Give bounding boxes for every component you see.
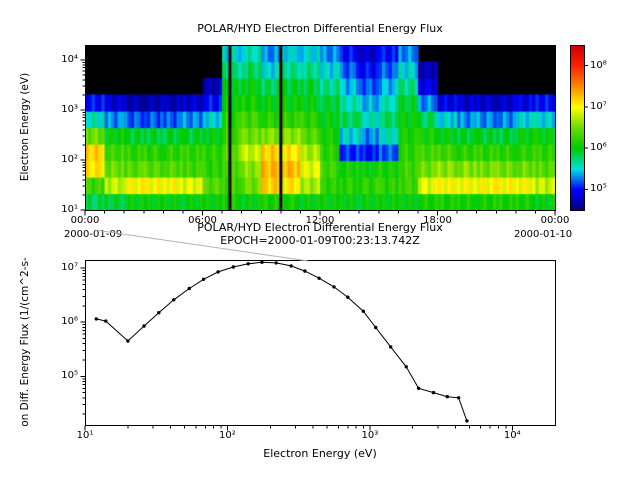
bottom-panel-frame xyxy=(85,260,556,426)
bottom-x-tick-label: 10² xyxy=(219,430,236,441)
spectrum-point-marker xyxy=(361,309,365,313)
bottom-panel-epoch-subtitle: EPOCH=2000-01-09T00:23:13.742Z xyxy=(220,234,420,247)
spectrum-point-marker xyxy=(142,324,146,328)
spectrum-point-marker xyxy=(303,269,307,273)
spectrum-point-marker xyxy=(289,264,293,268)
bottom-panel-title: POLAR/HYD Electron Differential Energy F… xyxy=(197,221,443,234)
colorbar-tick-label: 10⁷ xyxy=(590,100,607,112)
spectrum-point-marker xyxy=(389,345,393,349)
spectrum-point-marker xyxy=(231,265,235,269)
colorbar-tick-label: 10⁵ xyxy=(590,183,607,195)
spectrum-point-marker xyxy=(216,270,220,274)
bottom-y-tick-label: 10⁵ xyxy=(61,370,78,382)
spectrum-point-marker xyxy=(157,311,161,315)
spectrum-point-marker xyxy=(172,298,176,302)
top-y-axis-label: Electron Energy (eV) xyxy=(19,72,31,182)
spectrum-point-marker xyxy=(404,365,408,369)
spectrum-point-marker xyxy=(465,419,469,423)
spectrum-point-marker xyxy=(445,395,449,399)
spectrogram-heatmap xyxy=(85,45,555,210)
spectrum-point-marker xyxy=(431,390,436,395)
bottom-y-tick-label: 10⁷ xyxy=(61,262,78,274)
spectrum-line xyxy=(96,261,468,422)
bottom-x-tick-label: 10¹ xyxy=(76,430,94,441)
top-y-tick-label: 10¹ xyxy=(61,204,78,215)
bottom-y-tick-label: 10⁶ xyxy=(61,316,78,328)
top-panel-title: POLAR/HYD Electron Differential Energy F… xyxy=(197,22,443,35)
bottom-x-tick-label: 10⁴ xyxy=(503,430,521,441)
spectrum-point-marker xyxy=(94,317,99,321)
spectrum-point-marker xyxy=(104,319,108,323)
date-label-right: 2000-01-10 xyxy=(513,229,573,240)
spectrum-point-marker xyxy=(416,386,421,390)
top-y-tick-label: 10³ xyxy=(61,104,78,115)
spectrum-point-marker xyxy=(260,260,264,264)
spectrum-point-marker xyxy=(187,286,191,291)
colorbar xyxy=(570,45,584,210)
spectrum-point-marker xyxy=(126,339,130,343)
top-y-tick-label: 10⁴ xyxy=(61,54,78,65)
spectrum-point-marker xyxy=(374,325,378,330)
date-label-left: 2000-01-09 xyxy=(63,229,123,240)
bottom-y-axis-label: on Diff. Energy Flux (1/(cm^2-s- xyxy=(19,257,31,427)
spectrum-point-marker xyxy=(201,277,206,281)
colorbar-tick-label: 10⁸ xyxy=(590,59,607,71)
spectrum-point-marker xyxy=(332,285,336,289)
bottom-x-tick-label: 10³ xyxy=(361,430,379,441)
bottom-x-axis-label: Electron Energy (eV) xyxy=(263,447,377,460)
colorbar-tick-label: 10⁶ xyxy=(590,142,607,154)
spectrum-point-marker xyxy=(317,276,321,280)
spectrum-point-marker xyxy=(456,396,461,400)
spectrum-point-marker xyxy=(346,295,350,299)
top-y-tick-label: 10² xyxy=(61,154,78,165)
spectrum-point-marker xyxy=(274,261,278,265)
spectrum-point-marker xyxy=(246,262,250,266)
